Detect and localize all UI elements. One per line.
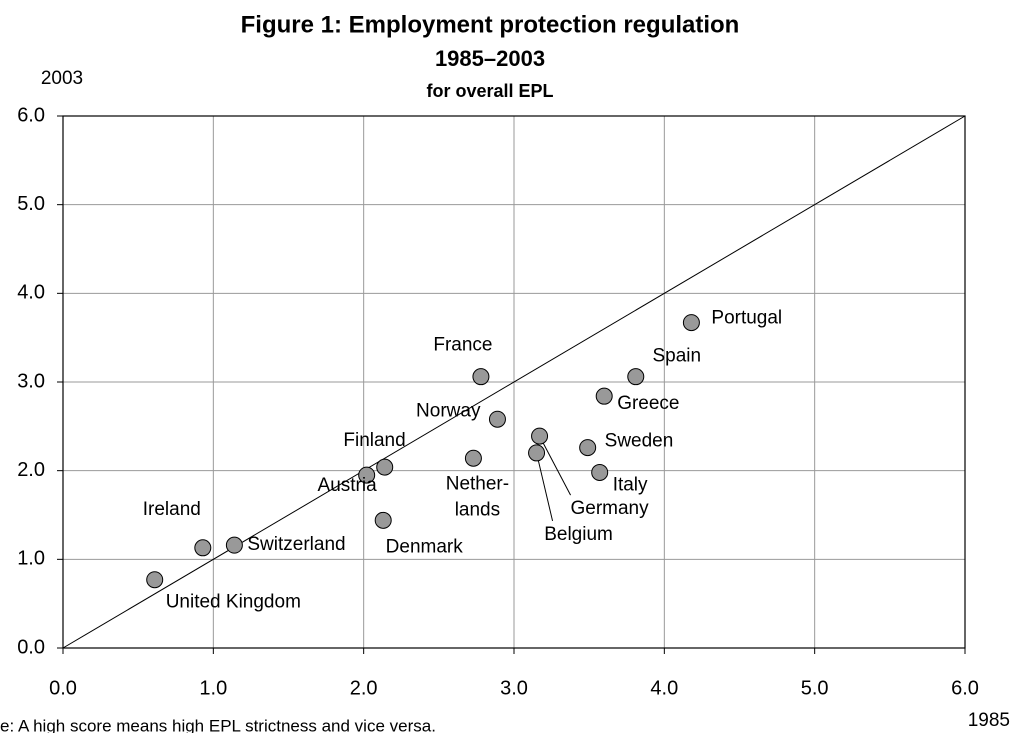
point <box>682 314 700 332</box>
point-label: France <box>433 335 492 356</box>
point-label: Denmark <box>386 536 464 557</box>
y-tick-label: 2.0 <box>17 459 45 481</box>
y-axis-label: 2003 <box>41 68 83 89</box>
leader-line <box>536 452 554 522</box>
chart-title: Figure 1: Employment protection regulati… <box>241 11 740 38</box>
point-label: Ireland <box>143 499 201 520</box>
x-tick-label: 3.0 <box>500 677 528 699</box>
chart-subtitle: 1985–2003 <box>435 46 545 71</box>
point-label: Sweden <box>605 431 674 452</box>
point-label: Greece <box>617 393 679 414</box>
point <box>595 387 613 405</box>
point-label: Nether- <box>446 473 509 494</box>
plot-frame <box>62 115 966 649</box>
point-label: Portugal <box>711 308 782 329</box>
chart-subtitle: for overall EPL <box>426 81 553 101</box>
point-label: Norway <box>416 400 481 421</box>
x-tick-label: 1.0 <box>199 677 227 699</box>
diagonal <box>62 115 966 649</box>
point-label: lands <box>455 499 500 520</box>
point <box>531 427 549 445</box>
point <box>376 458 394 476</box>
point <box>591 463 609 481</box>
x-tick-label: 0.0 <box>49 677 77 699</box>
y-tick-label: 5.0 <box>17 193 45 215</box>
note: e: A high score means high EPL strictnes… <box>0 716 436 733</box>
point <box>627 368 645 386</box>
leader-line <box>539 435 571 496</box>
point <box>225 536 243 554</box>
point <box>579 439 597 457</box>
point-label: Germany <box>570 498 649 519</box>
x-axis-label: 1985 <box>968 710 1010 731</box>
point-label: Finland <box>343 430 405 451</box>
y-tick-label: 3.0 <box>17 370 45 392</box>
point <box>528 444 546 462</box>
point <box>374 511 392 529</box>
point-label: Austria <box>318 475 378 496</box>
point-label: Switzerland <box>247 534 345 555</box>
point <box>488 410 506 428</box>
point <box>358 466 376 484</box>
x-tick-label: 5.0 <box>801 677 829 699</box>
point <box>194 539 212 557</box>
point-label: Belgium <box>544 524 613 545</box>
point-label: Spain <box>652 346 701 367</box>
y-tick-label: 1.0 <box>17 548 45 570</box>
x-tick-label: 6.0 <box>951 677 979 699</box>
y-tick-label: 6.0 <box>17 104 45 126</box>
y-tick-label: 0.0 <box>17 636 45 658</box>
y-tick-label: 4.0 <box>17 282 45 304</box>
x-tick-label: 4.0 <box>650 677 678 699</box>
x-tick-label: 2.0 <box>350 677 378 699</box>
point-label: Italy <box>613 474 648 495</box>
point-label: United Kingdom <box>166 592 301 613</box>
point <box>464 449 482 467</box>
point <box>146 571 164 589</box>
point <box>472 368 490 386</box>
